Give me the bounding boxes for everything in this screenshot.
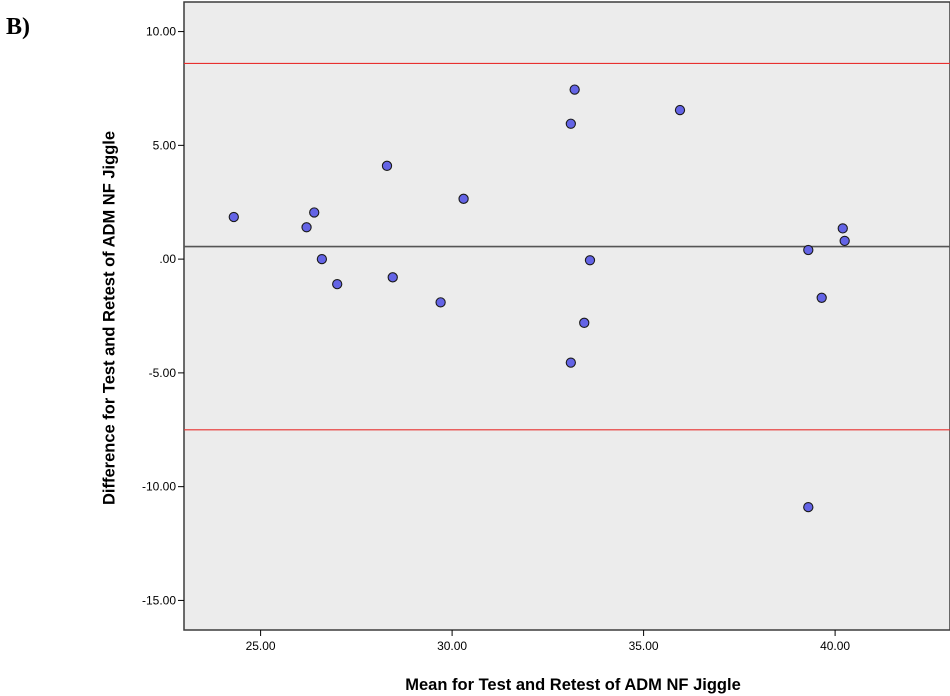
y-tick-label: -10.00 xyxy=(142,480,176,494)
data-point xyxy=(569,84,580,95)
panel-label: B) xyxy=(6,14,30,40)
y-tick-label: .00 xyxy=(159,252,176,266)
data-point xyxy=(584,255,596,266)
y-tick-label: -5.00 xyxy=(149,366,177,380)
data-point xyxy=(674,104,686,116)
data-point xyxy=(332,278,343,290)
data-point xyxy=(309,207,320,218)
x-tick-label: 25.00 xyxy=(246,639,276,653)
data-point xyxy=(579,317,590,328)
data-point xyxy=(839,235,850,247)
data-point xyxy=(228,211,239,223)
x-tick-label: 40.00 xyxy=(820,639,850,653)
y-tick-label: -15.00 xyxy=(142,593,176,607)
data-point xyxy=(565,357,576,368)
x-axis-title: Mean for Test and Retest of ADM NF Jiggl… xyxy=(405,676,741,694)
data-point xyxy=(381,160,393,171)
data-point xyxy=(816,292,827,303)
y-tick-label: 5.00 xyxy=(153,138,177,152)
data-point xyxy=(803,244,814,256)
y-tick-label: 10.00 xyxy=(146,25,176,39)
data-point xyxy=(435,297,446,308)
y-axis-title: Difference for Test and Retest of ADM NF… xyxy=(100,131,118,505)
x-tick-label: 30.00 xyxy=(437,639,467,653)
data-point xyxy=(316,253,328,265)
data-point xyxy=(387,272,398,283)
x-tick-label: 35.00 xyxy=(629,639,659,653)
data-point xyxy=(565,118,576,129)
data-point xyxy=(803,501,814,513)
data-point xyxy=(301,222,312,233)
data-point xyxy=(458,193,469,204)
data-point xyxy=(837,223,848,234)
plot-area xyxy=(183,1,950,631)
